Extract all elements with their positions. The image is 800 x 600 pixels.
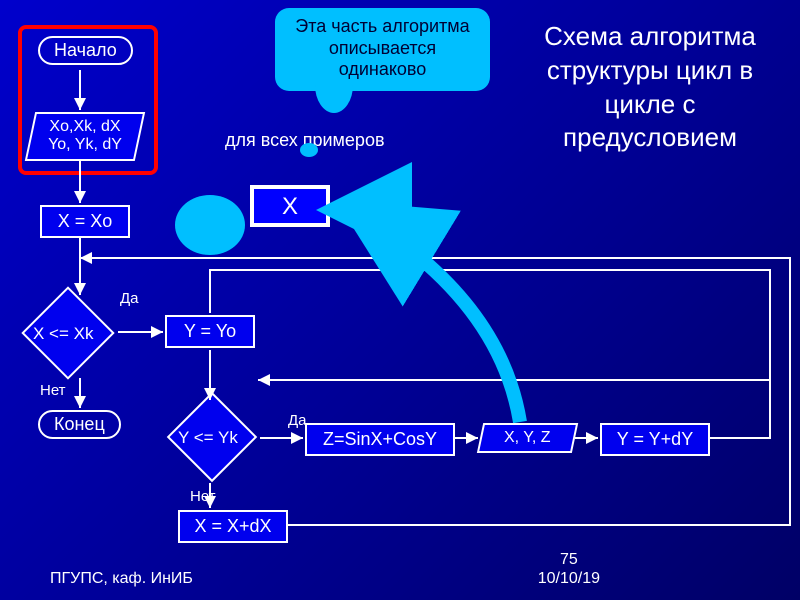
callout-tail-bubble-2 — [175, 195, 245, 255]
slide-title: Схема алгоритма структуры цикл в цикле с… — [520, 20, 780, 155]
z-calc-block: Z=SinX+CosY — [305, 423, 455, 456]
label-no-2: Нет — [190, 488, 216, 505]
footer-date: 10/10/19 — [538, 570, 600, 588]
y-assign-block: Y = Yo — [165, 315, 255, 348]
x-assign-block: X = Xo — [40, 205, 130, 238]
output-block: X, Y, Z — [477, 423, 578, 453]
label-yes-1: Да — [120, 290, 139, 307]
input-block: Xo,Xk, dX Yo, Yk, dY — [25, 112, 145, 161]
footer-page: 75 — [538, 551, 600, 569]
label-no-1: Нет — [40, 382, 66, 399]
decision-x-label: X <= Xk — [33, 324, 93, 344]
label-yes-2: Да — [288, 412, 307, 429]
start-terminator: Начало — [38, 36, 133, 65]
x-highlight-box: X — [250, 185, 330, 227]
footer-right: 75 10/10/19 — [538, 551, 600, 588]
callout-tail-bubble-1 — [300, 143, 318, 157]
output-text: X, Y, Z — [504, 429, 551, 447]
y-inc-block: Y = Y+dY — [600, 423, 710, 456]
callout-bubble: Эта часть алгоритма описывается одинаков… — [275, 8, 490, 91]
callout-text: Эта часть алгоритма описывается одинаков… — [295, 16, 469, 79]
end-terminator: Конец — [38, 410, 121, 439]
footer-left: ПГУПС, каф. ИнИБ — [50, 570, 193, 588]
decision-y-label: Y <= Yk — [178, 428, 238, 448]
input-text: Xo,Xk, dX Yo, Yk, dY — [40, 118, 130, 155]
x-inc-block: X = X+dX — [178, 510, 288, 543]
